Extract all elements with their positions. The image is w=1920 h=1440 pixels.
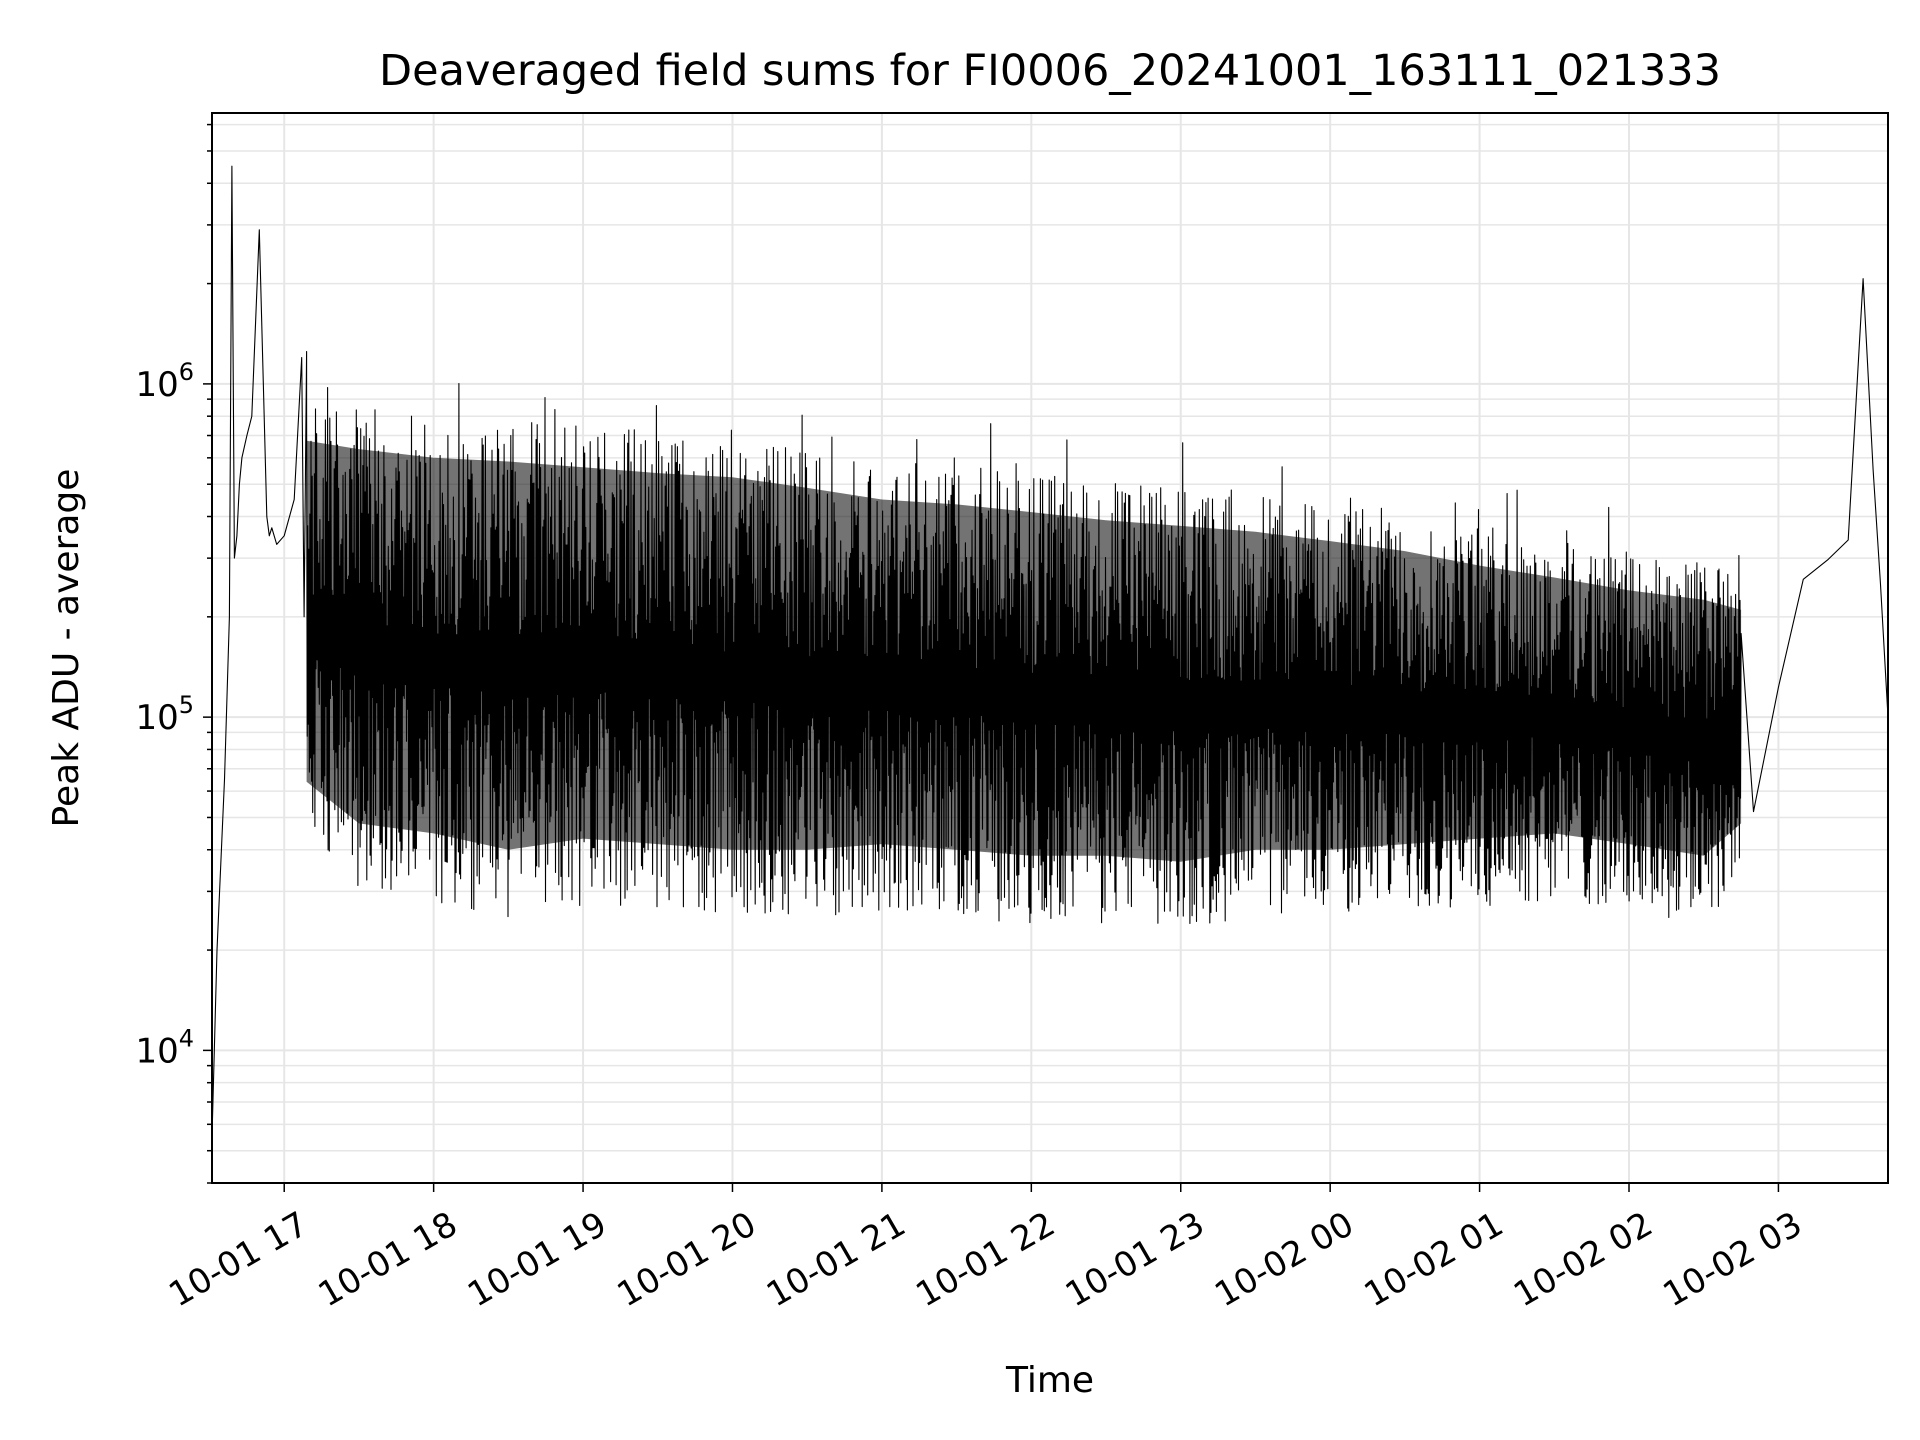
y-tick-base: 10	[135, 365, 178, 405]
y-axis-label: Peak ADU - average	[46, 469, 87, 828]
y-tick-exponent: 4	[179, 1024, 194, 1052]
series-line	[211, 165, 1889, 1137]
y-tick-label: 104	[135, 1024, 194, 1071]
y-tick-exponent: 6	[179, 358, 194, 386]
y-tick-exponent: 5	[179, 691, 194, 719]
chart-title: Deaveraged field sums for FI0006_2024100…	[379, 46, 1721, 96]
y-tick-base: 10	[135, 1031, 178, 1071]
x-axis-label: Time	[1005, 1360, 1094, 1401]
axes-frame	[211, 112, 1889, 1184]
y-tick-label: 105	[135, 691, 194, 738]
y-tick-base: 10	[135, 698, 178, 738]
y-tick-label: 106	[135, 358, 194, 405]
plot-area	[211, 165, 1889, 1137]
